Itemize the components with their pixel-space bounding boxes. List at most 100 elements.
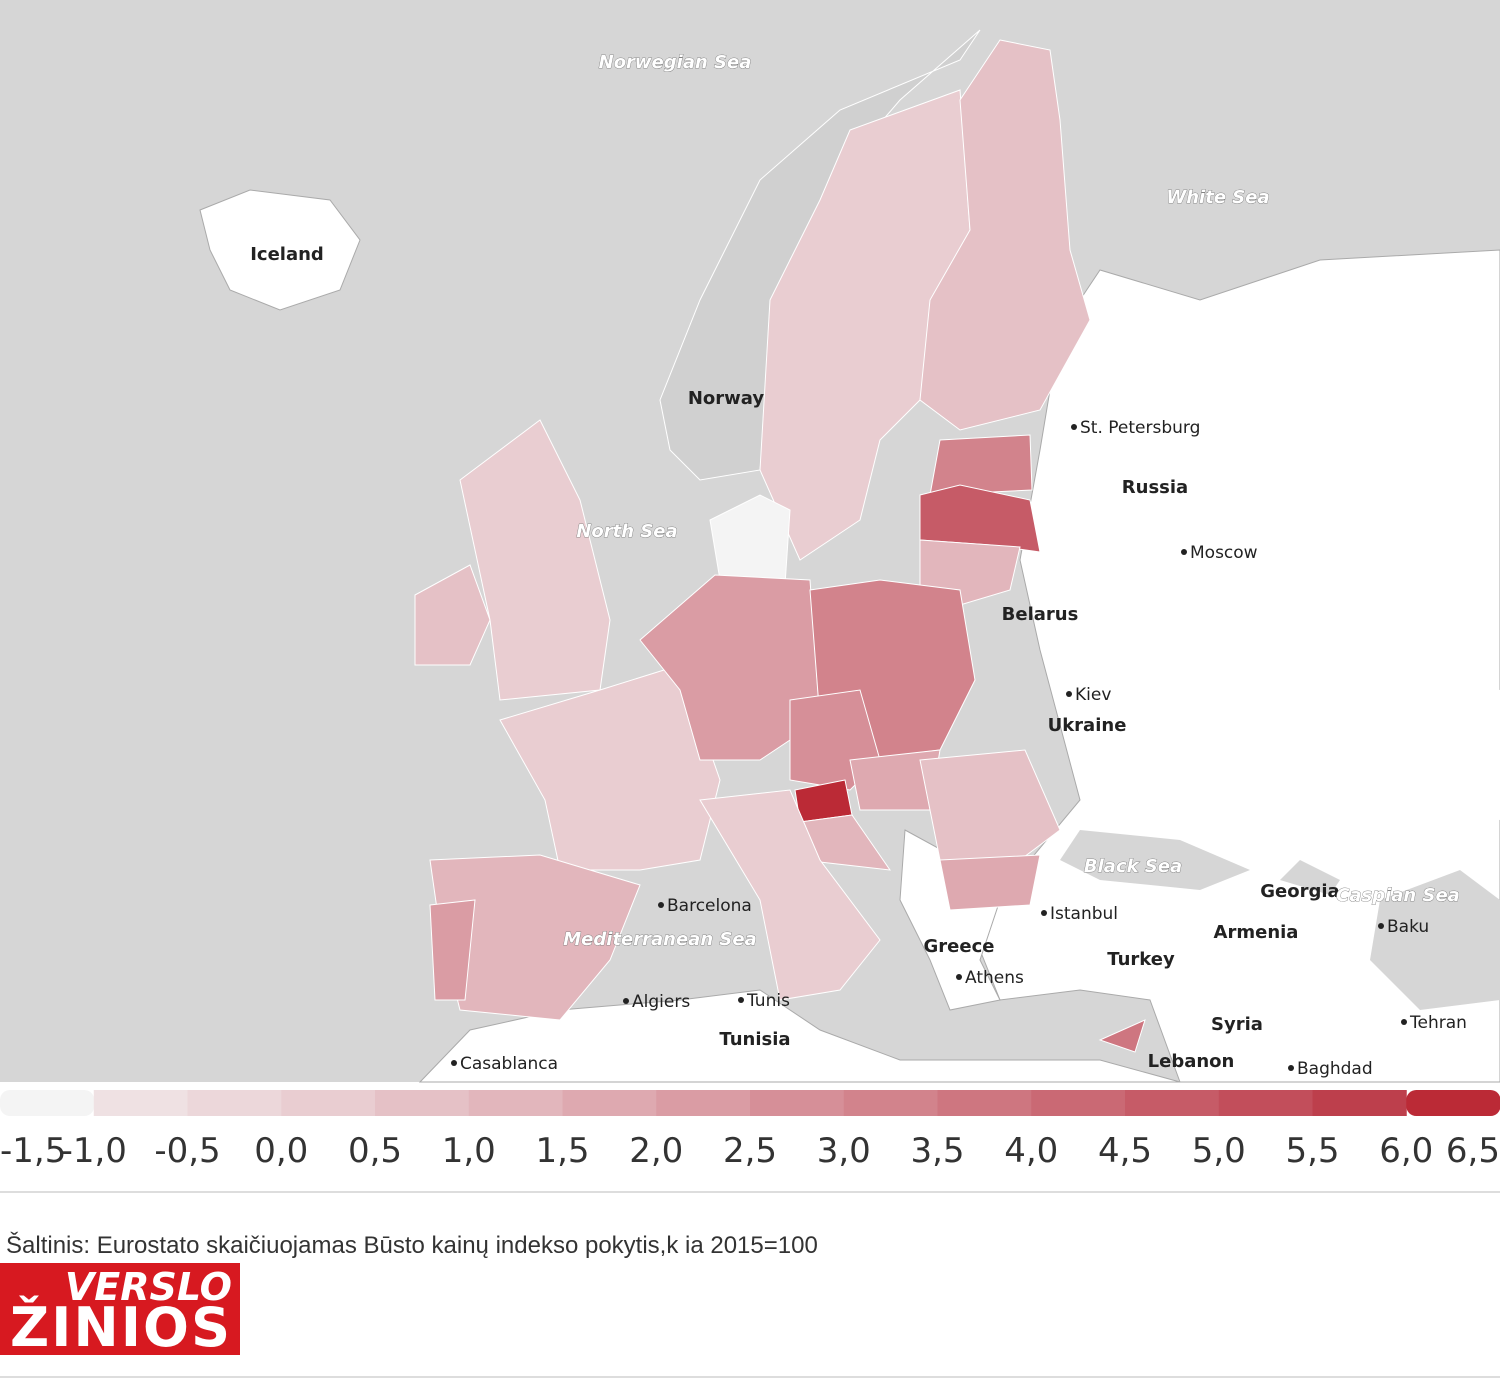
city-label: Istanbul (1050, 904, 1118, 924)
legend-swatch (468, 1090, 563, 1116)
source: Šaltinis: Eurostato skaičiuojamas Būsto … (6, 1231, 818, 1259)
city-label: Moscow (1190, 543, 1258, 563)
legend-swatch (750, 1090, 845, 1116)
sea-label: Caspian Sea (1336, 885, 1460, 906)
country-label: Belarus (1002, 604, 1079, 625)
region (699, 789, 881, 1001)
legend-tick-label: 6,0 (1379, 1131, 1433, 1171)
legend-swatch (0, 1090, 95, 1116)
logo-line2: ŽINIOS (10, 1296, 230, 1359)
region (414, 564, 491, 666)
legend-swatch (375, 1090, 470, 1116)
legend: -1,5-1,0 -0,5 0,0 0,5 1,0 1,5 2,0 2,5 3,0 3,5 4,0 4… (0, 1090, 1500, 1171)
city-dot (1071, 424, 1077, 430)
region (939, 854, 1041, 911)
city-label: Kiev (1075, 685, 1111, 705)
legend-tick-label: 2,5 (723, 1131, 777, 1171)
legend-tick-label: 6,5 (1446, 1131, 1500, 1171)
legend-swatch (1312, 1090, 1407, 1116)
legend-swatch (93, 1090, 188, 1116)
region (709, 494, 791, 586)
legend-swatch (562, 1090, 657, 1116)
georgia-land (1280, 860, 1340, 895)
legend-tick-label: 1,0 (442, 1131, 496, 1171)
country-label: Lebanon (1148, 1051, 1235, 1072)
city-dot (451, 1060, 457, 1066)
region (499, 664, 721, 871)
iceland (199, 189, 361, 311)
legend-tick-label: -0,5 (154, 1131, 220, 1171)
logo-box (0, 1263, 240, 1355)
legend-tick-label: -1,5 (0, 1131, 66, 1171)
legend-swatch (1218, 1090, 1313, 1116)
city-dot (738, 997, 744, 1003)
legend-swatch (937, 1090, 1032, 1116)
legend-swatch (1406, 1090, 1500, 1116)
city-dot (1066, 691, 1072, 697)
legend-tick-label: 3,5 (910, 1131, 964, 1171)
legend-swatch (187, 1090, 282, 1116)
country-label: Georgia (1260, 881, 1339, 902)
legend-swatch (281, 1090, 376, 1116)
city-dot (1181, 549, 1187, 555)
city-dot (658, 902, 664, 908)
country-label: Greece (924, 936, 995, 957)
region (929, 434, 1033, 496)
legend-tick-label: 3,0 (817, 1131, 871, 1171)
region (919, 749, 1061, 861)
city-label: Tunis (746, 991, 790, 1011)
legend-swatch (843, 1090, 938, 1116)
city-label: St. Petersburg (1080, 418, 1200, 438)
country-label: Syria (1211, 1014, 1263, 1035)
legend-tick-label: -1,0 (61, 1131, 127, 1171)
logo-line1: VERSLO (65, 1265, 232, 1309)
legend-swatch (656, 1090, 751, 1116)
city-dot (623, 998, 629, 1004)
city-dot (1378, 923, 1384, 929)
city-label: Athens (965, 968, 1024, 988)
legend-swatch (1125, 1090, 1220, 1116)
city-dot (1401, 1019, 1407, 1025)
legend-swatch (1031, 1090, 1126, 1116)
legend-tick-label: 2,0 (629, 1131, 683, 1171)
black-sea (1060, 830, 1250, 890)
country-label: Armenia (1214, 922, 1299, 943)
regions (414, 39, 1146, 1053)
country-label: Ukraine (1048, 715, 1127, 736)
map-labels: Norwegian Sea White Sea Iceland Norway St. P… (250, 52, 1467, 1079)
country-label: Tunisia (719, 1029, 790, 1050)
city-dot (1041, 910, 1047, 916)
legend-tick-label: 4,5 (1098, 1131, 1152, 1171)
city-dot (956, 974, 962, 980)
region (919, 39, 1091, 431)
region (1098, 1019, 1146, 1053)
caspian (1370, 870, 1500, 1010)
city-label: Algiers (632, 992, 690, 1012)
legend-tick-label: 0,0 (254, 1131, 308, 1171)
city-label: Casablanca (460, 1054, 558, 1074)
city-label: Tehran (1409, 1013, 1467, 1033)
city-dot (1288, 1065, 1294, 1071)
region (429, 899, 476, 1001)
sea-label: Norwegian Sea (599, 52, 752, 73)
kazakh-land (1330, 660, 1500, 820)
city-label: Baghdad (1297, 1059, 1373, 1079)
region (459, 419, 611, 701)
country-label: Iceland (250, 244, 324, 265)
legend-tick-label: 5,5 (1285, 1131, 1339, 1171)
legend-tick-label: 4,0 (1004, 1131, 1058, 1171)
sea-label: Mediterranean Sea (563, 929, 756, 950)
sea-label: White Sea (1166, 187, 1269, 208)
sea-label: North Sea (576, 521, 677, 542)
city-label: Barcelona (667, 896, 752, 916)
legend-tick-label: 5,0 (1192, 1131, 1246, 1171)
country-label: Norway (688, 388, 765, 409)
legend-tick-label: 1,5 (535, 1131, 589, 1171)
city-label: Baku (1387, 917, 1429, 937)
sea-label: Black Sea (1084, 856, 1182, 877)
legend-tick-label: 0,5 (348, 1131, 402, 1171)
country-label: Turkey (1107, 949, 1175, 970)
country-label: Russia (1122, 477, 1188, 498)
